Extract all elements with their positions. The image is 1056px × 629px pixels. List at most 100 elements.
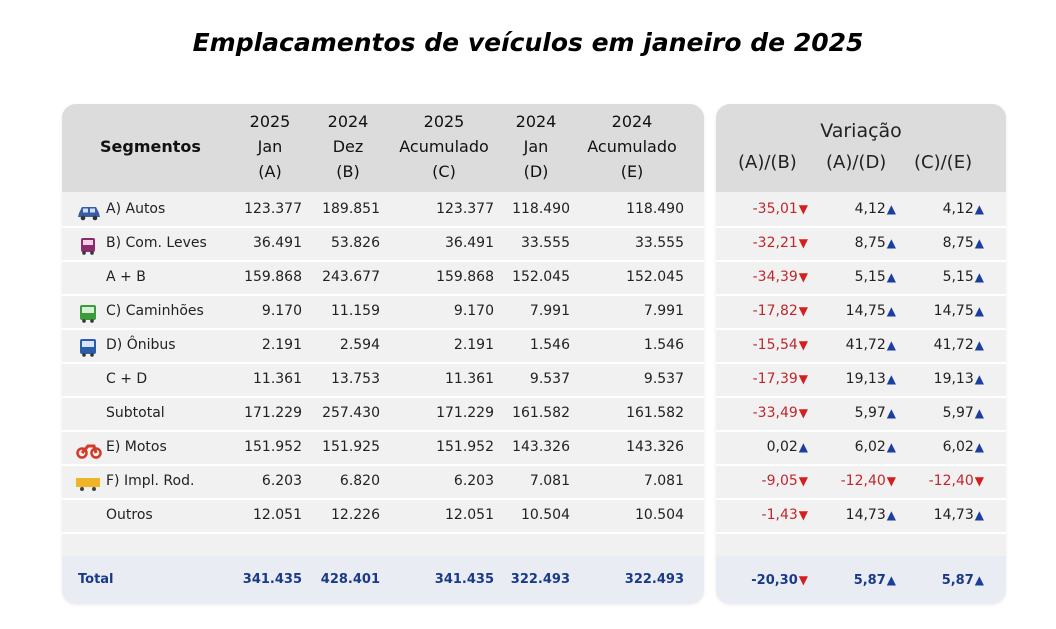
cell-d: 10.504: [521, 507, 570, 523]
var-ab: 0,02▲: [728, 430, 808, 464]
header-col-e: 2024 Acumulado (E): [587, 112, 677, 181]
total-d: 322.493: [510, 572, 570, 587]
cell-c: 36.491: [445, 235, 494, 251]
var-value: -15,54: [752, 337, 798, 353]
segment-cell: D) Ônibus: [76, 328, 226, 362]
trailer-icon: [76, 472, 102, 491]
arrow-up-icon: ▲: [886, 304, 896, 318]
cell-e: 7.991: [643, 303, 684, 319]
data-table-panel: Segmentos 2025 Jan (A) 2024 Dez (B) 2025 Acum…: [62, 104, 704, 604]
var-value: 14,73: [845, 507, 886, 523]
var-ab: -1,43▼: [728, 498, 808, 532]
cell-b: 257.430: [322, 405, 380, 421]
variation-total-row: -20,30▼ 5,87▲ 5,87▲: [716, 556, 1006, 604]
total-var-ce: 5,87▲: [902, 556, 984, 604]
cell-c: 159.868: [436, 269, 494, 285]
arrow-up-icon: ▲: [798, 440, 808, 454]
cell-b: 2.594: [339, 337, 380, 353]
var-value: 14,73: [933, 507, 974, 523]
segment-label: D) Ônibus: [106, 337, 176, 353]
var-value: 5,87: [941, 573, 974, 588]
arrow-up-icon: ▲: [886, 573, 896, 587]
cell-c: 171.229: [436, 405, 494, 421]
cell-a: 151.952: [244, 439, 302, 455]
var-ce: 19,13▲: [902, 362, 984, 396]
cell-c: 9.170: [453, 303, 494, 319]
arrow-down-icon: ▼: [974, 474, 984, 488]
variation-row: -15,54▼ 41,72▲ 41,72▲: [716, 328, 1006, 364]
segment-cell: F) Impl. Rod.: [76, 464, 226, 498]
segment-cell: A + B: [76, 260, 226, 294]
header-col-c: 2025 Acumulado (C): [399, 112, 489, 181]
variacao-title: Variação: [820, 120, 902, 142]
arrow-down-icon: ▼: [798, 270, 808, 284]
car-icon: [76, 200, 102, 221]
segment-cell: E) Motos: [76, 430, 226, 464]
var-value: 19,13: [933, 371, 974, 387]
var-value: 14,75: [933, 303, 974, 319]
total-label: Total: [78, 572, 114, 587]
table-row: Outros 12.051 12.226 12.051 10.504 10.504: [62, 498, 704, 534]
var-value: -1,43: [761, 507, 798, 523]
var-value: -34,39: [752, 269, 798, 285]
var-ad: -12,40▼: [814, 464, 896, 498]
variation-row: -9,05▼ -12,40▼ -12,40▼: [716, 464, 1006, 500]
table-row: F) Impl. Rod. 6.203 6.820 6.203 7.081 7.081: [62, 464, 704, 500]
var-value: -20,30: [751, 573, 798, 588]
var-value: 4,12: [942, 201, 974, 217]
truck-icon: [76, 302, 102, 323]
var-ab: -34,39▼: [728, 260, 808, 294]
table-row: A) Autos 123.377 189.851 123.377 118.490 118.…: [62, 192, 704, 228]
total-row: Total 341.435 428.401 341.435 322.493 32…: [62, 556, 704, 604]
var-ab: -15,54▼: [728, 328, 808, 362]
var-ad: 14,75▲: [814, 294, 896, 328]
arrow-down-icon: ▼: [798, 338, 808, 352]
van-icon: [76, 234, 102, 255]
cell-a: 123.377: [244, 201, 302, 217]
header-segmentos: Segmentos: [100, 137, 201, 156]
var-value: 6,02: [854, 439, 886, 455]
table-row: Subtotal 171.229 257.430 171.229 161.582 161.…: [62, 396, 704, 432]
variation-row: -1,43▼ 14,73▲ 14,73▲: [716, 498, 1006, 534]
cell-c: 151.952: [436, 439, 494, 455]
var-value: -17,82: [752, 303, 798, 319]
segment-cell: Subtotal: [76, 396, 226, 430]
cell-e: 33.555: [635, 235, 684, 251]
var-ce: 6,02▲: [902, 430, 984, 464]
var-value: -9,05: [761, 473, 798, 489]
cell-e: 1.546: [643, 337, 684, 353]
arrow-up-icon: ▲: [974, 406, 984, 420]
var-value: 0,02: [766, 439, 798, 455]
table-row: E) Motos 151.952 151.925 151.952 143.326 143.…: [62, 430, 704, 466]
cell-b: 6.820: [339, 473, 380, 489]
arrow-down-icon: ▼: [798, 508, 808, 522]
cell-d: 161.582: [512, 405, 570, 421]
cell-d: 118.490: [512, 201, 570, 217]
table-row: C) Caminhões 9.170 11.159 9.170 7.991 7.991: [62, 294, 704, 330]
cell-d: 7.081: [529, 473, 570, 489]
var-value: 41,72: [845, 337, 886, 353]
header-var-ab: (A)/(B): [738, 152, 797, 173]
segment-cell: B) Com. Leves: [76, 226, 226, 260]
variation-row: -34,39▼ 5,15▲ 5,15▲: [716, 260, 1006, 296]
arrow-down-icon: ▼: [798, 372, 808, 386]
variation-row: -33,49▼ 5,97▲ 5,97▲: [716, 396, 1006, 432]
cell-b: 151.925: [322, 439, 380, 455]
cell-d: 9.537: [529, 371, 570, 387]
arrow-up-icon: ▲: [974, 440, 984, 454]
segment-cell: Outros: [76, 498, 226, 532]
arrow-down-icon: ▼: [798, 304, 808, 318]
cell-e: 152.045: [626, 269, 684, 285]
var-value: -12,40: [928, 473, 974, 489]
total-c: 341.435: [434, 572, 494, 587]
variation-panel: Variação (A)/(B) (A)/(D) (C)/(E) -35,01▼…: [716, 104, 1006, 604]
arrow-up-icon: ▲: [974, 372, 984, 386]
arrow-up-icon: ▲: [886, 508, 896, 522]
var-value: 5,15: [942, 269, 974, 285]
arrow-up-icon: ▲: [974, 508, 984, 522]
var-ab: -32,21▼: [728, 226, 808, 260]
var-value: 14,75: [845, 303, 886, 319]
cell-d: 33.555: [521, 235, 570, 251]
var-ad: 14,73▲: [814, 498, 896, 532]
cell-e: 143.326: [626, 439, 684, 455]
